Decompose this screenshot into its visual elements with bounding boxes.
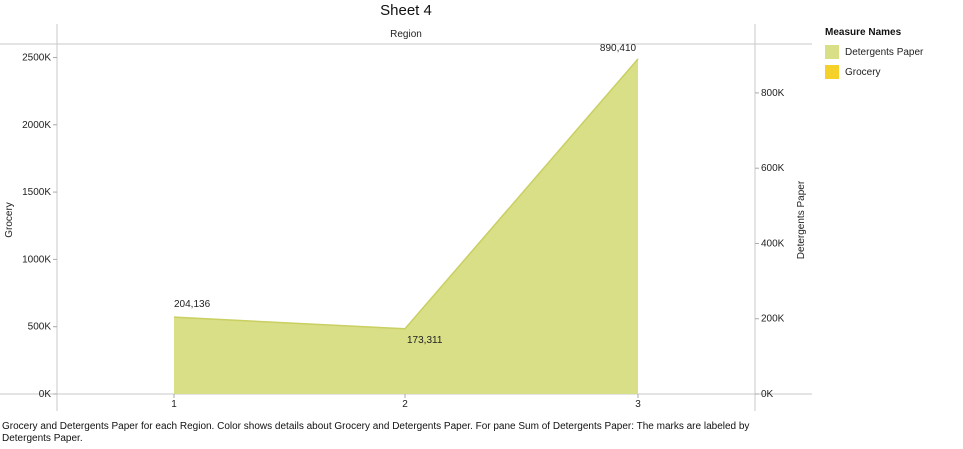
column-header: Region bbox=[390, 29, 422, 40]
chart-caption: Grocery and Detergents Paper for each Re… bbox=[2, 421, 750, 444]
right-tick-label: 0K bbox=[761, 389, 774, 400]
legend-swatch bbox=[825, 45, 839, 59]
left-tick-label: 2500K bbox=[22, 52, 51, 63]
legend-label: Detergents Paper bbox=[845, 46, 924, 58]
data-label: 890,410 bbox=[600, 43, 637, 54]
left-tick-label: 500K bbox=[28, 322, 52, 333]
data-label: 204,136 bbox=[174, 299, 211, 310]
left-tick-label: 1500K bbox=[22, 187, 51, 198]
right-tick-label: 800K bbox=[761, 88, 785, 99]
left-tick-label: 0K bbox=[39, 389, 52, 400]
legend-label: Grocery bbox=[845, 66, 881, 78]
legend-item-grocery[interactable]: Grocery bbox=[825, 62, 923, 82]
legend[interactable]: Measure Names Detergents Paper Grocery bbox=[825, 27, 923, 82]
legend-title: Measure Names bbox=[825, 27, 902, 38]
legend-swatch bbox=[825, 65, 839, 79]
left-axis-title: Grocery bbox=[4, 202, 15, 238]
chart-title: Sheet 4 bbox=[380, 2, 432, 19]
right-tick-label: 600K bbox=[761, 163, 785, 174]
right-tick-label: 400K bbox=[761, 238, 785, 249]
legend-item-detergents-paper[interactable]: Detergents Paper bbox=[825, 42, 923, 62]
data-label: 173,311 bbox=[407, 335, 443, 346]
right-tick-label: 200K bbox=[761, 314, 785, 325]
line-detergents-paper bbox=[173, 58, 639, 330]
area-detergents-paper bbox=[174, 58, 638, 394]
x-tick-label: 2 bbox=[402, 399, 408, 410]
left-tick-label: 2000K bbox=[22, 120, 51, 131]
x-tick-label: 1 bbox=[171, 399, 177, 410]
left-tick-label: 1000K bbox=[22, 254, 51, 265]
x-tick-label: 3 bbox=[635, 399, 641, 410]
right-axis-title: Detergents Paper bbox=[796, 180, 807, 259]
